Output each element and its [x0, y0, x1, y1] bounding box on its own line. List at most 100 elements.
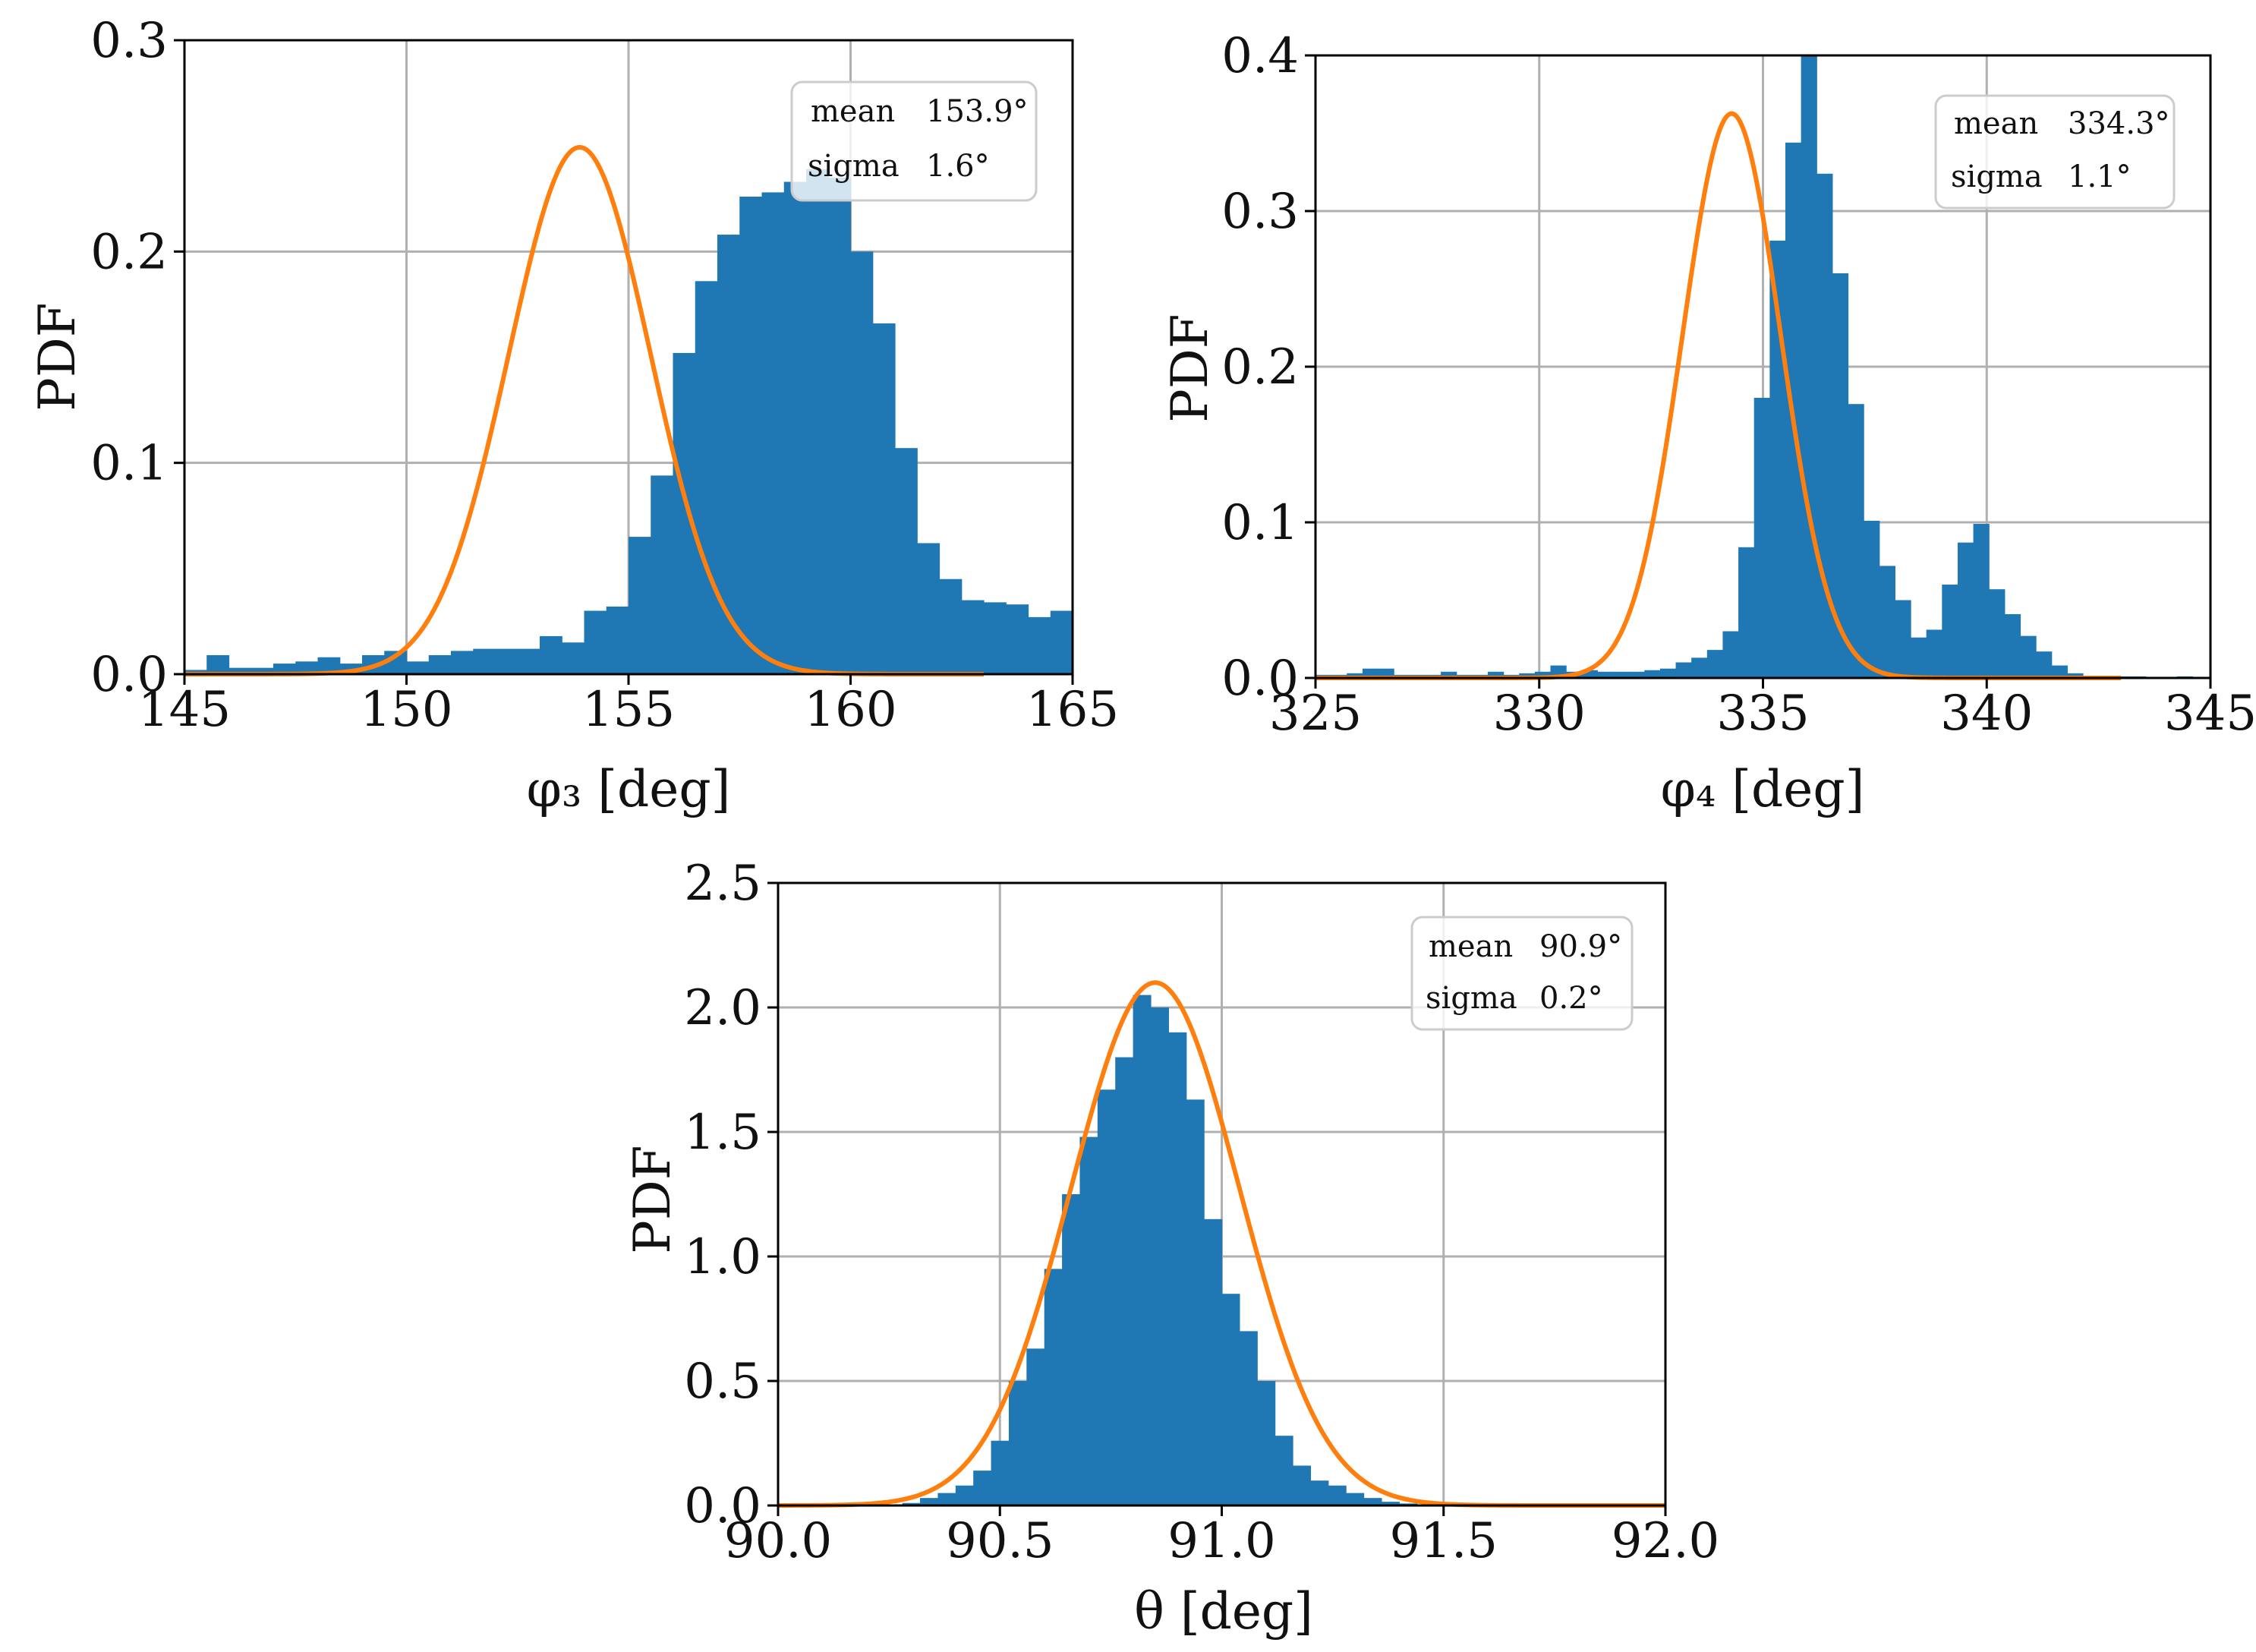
y-tick-label: 1.5 [684, 1105, 761, 1161]
histogram-bar [1487, 671, 1505, 678]
y-tick-label: 0.1 [1221, 495, 1299, 551]
panel-phi3-legend: mean 153.9° sigma 1.6° [790, 80, 1038, 202]
panel-phi3-y-ticks: 0.0 0.1 0.2 0.3 [90, 13, 184, 703]
histogram-bar [1942, 585, 1958, 678]
panel-theta-y-label: PDF [623, 1145, 682, 1253]
panel-theta-x-label: θ [deg] [1134, 1582, 1313, 1641]
histogram-bar [1044, 1269, 1063, 1505]
panel-phi3-x-ticks: 145 150 155 160 165 [138, 674, 1119, 738]
histogram-bar [1346, 1493, 1365, 1505]
y-tick-label: 0.5 [684, 1354, 761, 1410]
histogram-bar [761, 192, 785, 674]
histogram-bar [991, 1440, 1010, 1505]
y-tick-label: 0.3 [1221, 184, 1299, 240]
histogram-bar [273, 664, 296, 674]
histogram-bar [629, 537, 651, 674]
histogram-bar [317, 657, 341, 674]
panel-phi4: 325 330 335 340 345 0.0 0.1 0.2 0.3 0.4 φ₄ [deg]… [1161, 28, 2256, 818]
histogram-bar [984, 602, 1007, 674]
y-tick-label: 0.2 [90, 224, 168, 280]
histogram-bar [1644, 670, 1661, 678]
histogram-bar [806, 169, 829, 675]
histogram-bar [1310, 1480, 1329, 1505]
x-tick-label: 91.0 [1167, 1513, 1276, 1569]
histogram-bar [1257, 1381, 1276, 1505]
legend-sigma-value: 1.1° [2068, 159, 2132, 194]
x-tick-label: 335 [1716, 686, 1809, 742]
histogram-bar [1221, 1294, 1240, 1505]
histogram-bar [1050, 610, 1073, 674]
panel-phi3: 145 150 155 160 165 0.0 0.1 0.2 0.3 φ₃ [deg] PD… [28, 13, 1119, 818]
x-tick-label: 90.0 [724, 1513, 833, 1569]
histogram-bar [1362, 668, 1379, 678]
histogram-bar [1659, 668, 1677, 678]
histogram-bar [1597, 671, 1614, 678]
histogram-bar [1879, 566, 1896, 678]
panel-phi4-x-ticks: 325 330 335 340 345 [1269, 678, 2256, 742]
panel-theta-legend: mean 90.9° sigma 0.2° [1410, 916, 1634, 1031]
histogram-bar [651, 475, 674, 674]
histogram-bar [1691, 657, 1708, 678]
histogram-bar [1097, 1089, 1116, 1505]
histogram-bar [1706, 650, 1724, 678]
x-tick-label: 165 [1026, 682, 1119, 738]
histogram-bar [1926, 629, 1942, 678]
histogram-bar [228, 667, 252, 674]
y-tick-label: 0.1 [90, 436, 168, 492]
legend-box [1934, 94, 2176, 210]
histogram-bar [895, 448, 918, 674]
x-tick-label: 160 [804, 682, 896, 738]
histogram-bar [673, 352, 696, 674]
histogram-bar [1239, 1331, 1258, 1505]
histogram-bar [2020, 635, 2037, 678]
histogram-bar [955, 1485, 974, 1505]
y-tick-label: 0.0 [90, 647, 168, 703]
histogram-bar [540, 635, 562, 674]
x-tick-label: 91.5 [1390, 1513, 1498, 1569]
histogram-bar [1079, 1137, 1098, 1505]
histogram-bar [1204, 1219, 1223, 1505]
histogram-bar [406, 661, 430, 674]
histogram-bar [606, 606, 629, 674]
histogram-bar [1848, 404, 1864, 678]
histogram-bar [850, 251, 874, 674]
histogram-bar [1006, 604, 1029, 674]
legend-sigma-value: 1.6° [926, 149, 990, 184]
histogram-bar [1363, 1498, 1382, 1505]
histogram-bar [717, 235, 740, 675]
legend-sigma-value: 0.2° [1539, 981, 1603, 1016]
histogram-bar [695, 281, 718, 674]
histogram-bar [584, 610, 607, 674]
histogram-bar [1168, 1032, 1187, 1505]
histogram-bar [1816, 173, 1833, 679]
histogram-bar [783, 181, 807, 674]
panel-phi4-x-label: φ₄ [deg] [1661, 760, 1865, 818]
histogram-bar [920, 1498, 939, 1505]
legend-mean-label: mean [811, 94, 895, 129]
y-tick-label: 0.0 [684, 1478, 761, 1534]
x-tick-label: 330 [1493, 686, 1586, 742]
histogram-bar [2051, 665, 2068, 678]
legend-mean-label: mean [1429, 929, 1513, 964]
x-tick-label: 92.0 [1612, 1513, 1720, 1569]
histogram-bar [1581, 670, 1598, 678]
histogram-bar [828, 177, 852, 674]
histogram-bar [1150, 1007, 1169, 1505]
histogram-bar [1801, 55, 1817, 678]
histogram-bar [917, 543, 941, 674]
histogram-bar [961, 600, 985, 674]
histogram-bar [1008, 1381, 1027, 1505]
panel-theta: 90.0 90.5 91.0 91.5 92.0 0.00.51.01.52.02.5 … [623, 856, 1719, 1641]
histogram-bar [517, 648, 540, 674]
histogram-bar [1864, 520, 1880, 678]
histogram-bar [902, 1502, 921, 1505]
histogram-bar [1062, 1194, 1081, 1505]
histogram-bar [1957, 542, 1974, 678]
panel-phi3-bars [184, 169, 1073, 675]
histogram-bar [1534, 671, 1552, 678]
histogram-bar [1832, 273, 1849, 678]
x-tick-label: 345 [2164, 686, 2256, 742]
panel-theta-y-ticks: 0.0 0.5 1.0 1.5 2.0 2.5 [684, 856, 778, 1534]
legend-box [1410, 916, 1634, 1031]
